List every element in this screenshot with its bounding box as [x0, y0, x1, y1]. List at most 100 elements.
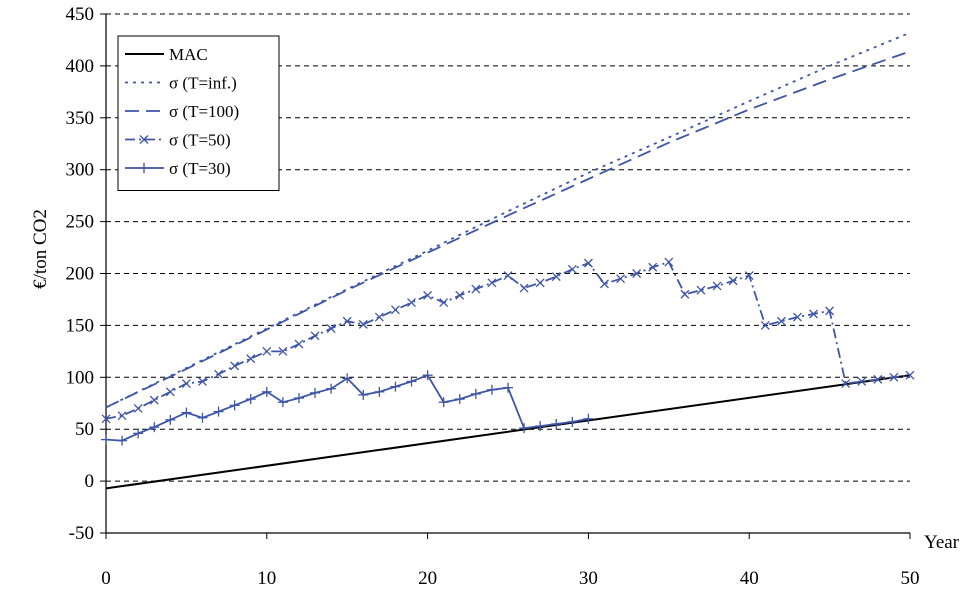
marker-stroke — [230, 361, 240, 371]
data-point — [229, 400, 240, 411]
marker-stroke — [728, 276, 738, 286]
y-tick-label: 50 — [75, 419, 94, 440]
data-point — [905, 370, 915, 380]
data-point — [760, 320, 770, 330]
data-point — [567, 264, 577, 274]
data-point — [278, 346, 288, 356]
marker-stroke — [198, 376, 207, 386]
data-point — [857, 376, 867, 386]
data-point — [519, 423, 530, 434]
data-point — [293, 393, 304, 404]
marker-stroke — [342, 316, 352, 326]
data-point — [503, 382, 513, 393]
x-tick-label: 30 — [579, 568, 598, 589]
legend-marker — [139, 163, 149, 173]
y-tick-label: -50 — [69, 523, 94, 544]
marker-stroke — [310, 331, 320, 341]
series-line — [105, 261, 911, 420]
marker-stroke — [600, 279, 609, 289]
legend-item: σ (T=inf.) — [125, 74, 237, 93]
data-point — [535, 278, 545, 288]
marker-stroke — [551, 272, 561, 282]
legend-label: σ (T=inf.) — [169, 74, 237, 93]
series-0 — [105, 374, 911, 490]
series-2 — [105, 50, 911, 409]
data-point — [825, 306, 835, 316]
data-point — [326, 324, 336, 333]
marker-stroke — [616, 274, 626, 284]
marker-stroke — [535, 278, 545, 288]
data-point — [310, 331, 320, 341]
marker-stroke — [439, 298, 449, 308]
x-axis-label: Year — [924, 532, 960, 553]
marker-stroke — [760, 320, 770, 330]
data-point — [165, 387, 175, 397]
data-point — [422, 370, 433, 381]
series-3 — [101, 257, 915, 424]
y-tick-label: 200 — [66, 264, 95, 285]
data-point — [503, 271, 513, 281]
marker-stroke — [825, 306, 835, 316]
x-tick-label: 40 — [740, 568, 759, 589]
data-point — [149, 395, 159, 405]
data-point — [101, 434, 111, 445]
marker-stroke — [809, 309, 818, 319]
data-point — [728, 276, 738, 286]
marker-stroke — [712, 281, 722, 291]
data-point — [262, 346, 272, 356]
marker-stroke — [857, 376, 867, 386]
y-axis-label: €/ton CO2 — [30, 209, 51, 289]
marker-stroke — [889, 372, 899, 382]
marker-stroke — [487, 278, 497, 288]
marker-stroke — [471, 284, 481, 294]
y-tick-label: 400 — [66, 56, 95, 77]
data-point — [181, 407, 192, 418]
data-point — [133, 403, 143, 413]
data-point — [342, 373, 353, 384]
marker-stroke — [792, 312, 802, 322]
marker-stroke — [583, 258, 593, 268]
data-point — [744, 271, 754, 281]
x-tick-label: 20 — [418, 568, 437, 589]
data-point — [471, 284, 481, 294]
y-tick-label: 300 — [66, 160, 95, 181]
y-tick-label: 100 — [66, 367, 95, 388]
data-point — [487, 278, 497, 288]
data-point — [390, 381, 401, 392]
data-point — [117, 411, 127, 421]
data-point — [213, 406, 224, 417]
x-tick-label: 10 — [257, 568, 276, 589]
marker-stroke — [744, 271, 754, 281]
data-point — [310, 387, 321, 398]
data-point — [712, 281, 722, 291]
y-tick-label: 0 — [85, 471, 95, 492]
marker-stroke — [648, 262, 658, 272]
data-point — [326, 383, 337, 394]
data-point — [245, 394, 256, 405]
marker-stroke — [133, 403, 143, 413]
y-tick-label: 150 — [66, 315, 95, 336]
data-point — [455, 290, 465, 300]
data-point — [407, 298, 416, 308]
data-point — [198, 376, 207, 386]
data-point — [696, 285, 706, 295]
series-line — [105, 50, 911, 409]
data-point — [454, 394, 465, 405]
data-point — [664, 257, 674, 267]
legend-label: MAC — [169, 45, 208, 64]
marker-stroke — [407, 298, 416, 308]
marker-stroke — [358, 319, 368, 329]
marker-stroke — [632, 269, 642, 278]
x-tick-label: 0 — [101, 568, 111, 589]
axes — [100, 13, 911, 539]
data-point — [889, 372, 899, 382]
data-point — [632, 269, 642, 278]
data-point — [214, 369, 224, 379]
data-point — [535, 421, 546, 432]
marker-stroke — [390, 305, 400, 315]
y-tick-label: 250 — [66, 212, 95, 233]
marker-stroke — [696, 285, 706, 295]
data-point — [390, 305, 400, 315]
series-layer — [101, 31, 915, 490]
